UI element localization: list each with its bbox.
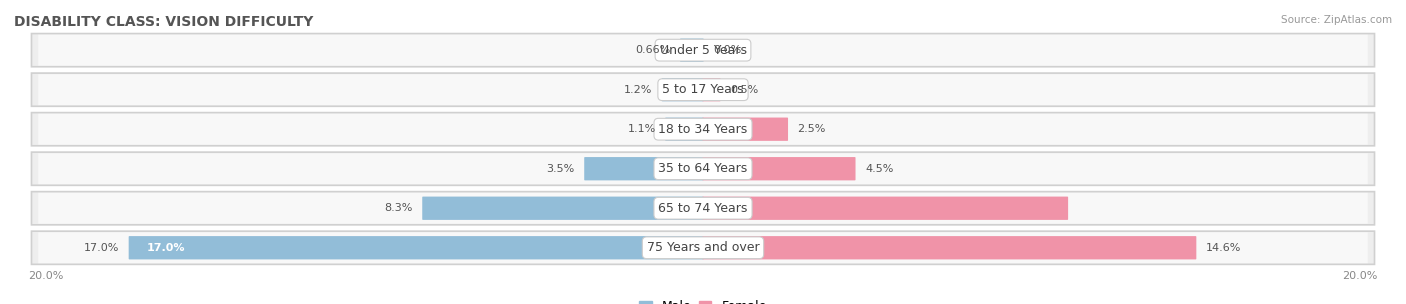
Text: 1.1%: 1.1% [627,124,655,134]
FancyBboxPatch shape [31,112,1375,146]
Text: 1.2%: 1.2% [624,85,652,95]
FancyBboxPatch shape [31,73,1375,106]
FancyBboxPatch shape [31,231,1375,264]
FancyBboxPatch shape [38,114,1368,145]
Text: DISABILITY CLASS: VISION DIFFICULTY: DISABILITY CLASS: VISION DIFFICULTY [14,15,314,29]
Text: 8.3%: 8.3% [384,203,413,213]
Text: 2.5%: 2.5% [797,124,825,134]
Text: 5 to 17 Years: 5 to 17 Years [662,83,744,96]
FancyBboxPatch shape [703,118,787,141]
FancyBboxPatch shape [422,197,703,220]
Text: 14.6%: 14.6% [1206,243,1241,253]
Text: 65 to 74 Years: 65 to 74 Years [658,202,748,215]
FancyBboxPatch shape [31,192,1375,225]
FancyBboxPatch shape [38,74,1368,105]
FancyBboxPatch shape [31,33,1375,67]
FancyBboxPatch shape [703,236,1197,259]
Text: 0.0%: 0.0% [713,45,741,55]
Text: Under 5 Years: Under 5 Years [659,44,747,57]
FancyBboxPatch shape [662,78,703,101]
Text: 0.5%: 0.5% [730,85,758,95]
FancyBboxPatch shape [681,39,703,62]
FancyBboxPatch shape [703,78,720,101]
FancyBboxPatch shape [665,118,703,141]
Text: 17.0%: 17.0% [84,243,120,253]
FancyBboxPatch shape [129,236,703,259]
Text: 0.66%: 0.66% [636,45,671,55]
FancyBboxPatch shape [703,197,1069,220]
FancyBboxPatch shape [703,157,855,180]
Text: 18 to 34 Years: 18 to 34 Years [658,123,748,136]
Text: 3.5%: 3.5% [547,164,575,174]
FancyBboxPatch shape [38,153,1368,184]
Legend: Male, Female: Male, Female [640,300,766,304]
Text: Source: ZipAtlas.com: Source: ZipAtlas.com [1281,15,1392,25]
FancyBboxPatch shape [31,152,1375,185]
FancyBboxPatch shape [38,35,1368,66]
Text: 35 to 64 Years: 35 to 64 Years [658,162,748,175]
Text: 75 Years and over: 75 Years and over [647,241,759,254]
Text: 20.0%: 20.0% [28,271,63,282]
Text: 4.5%: 4.5% [865,164,893,174]
FancyBboxPatch shape [585,157,703,180]
Text: 20.0%: 20.0% [1343,271,1378,282]
Text: 17.0%: 17.0% [146,243,184,253]
FancyBboxPatch shape [38,193,1368,224]
FancyBboxPatch shape [38,232,1368,263]
